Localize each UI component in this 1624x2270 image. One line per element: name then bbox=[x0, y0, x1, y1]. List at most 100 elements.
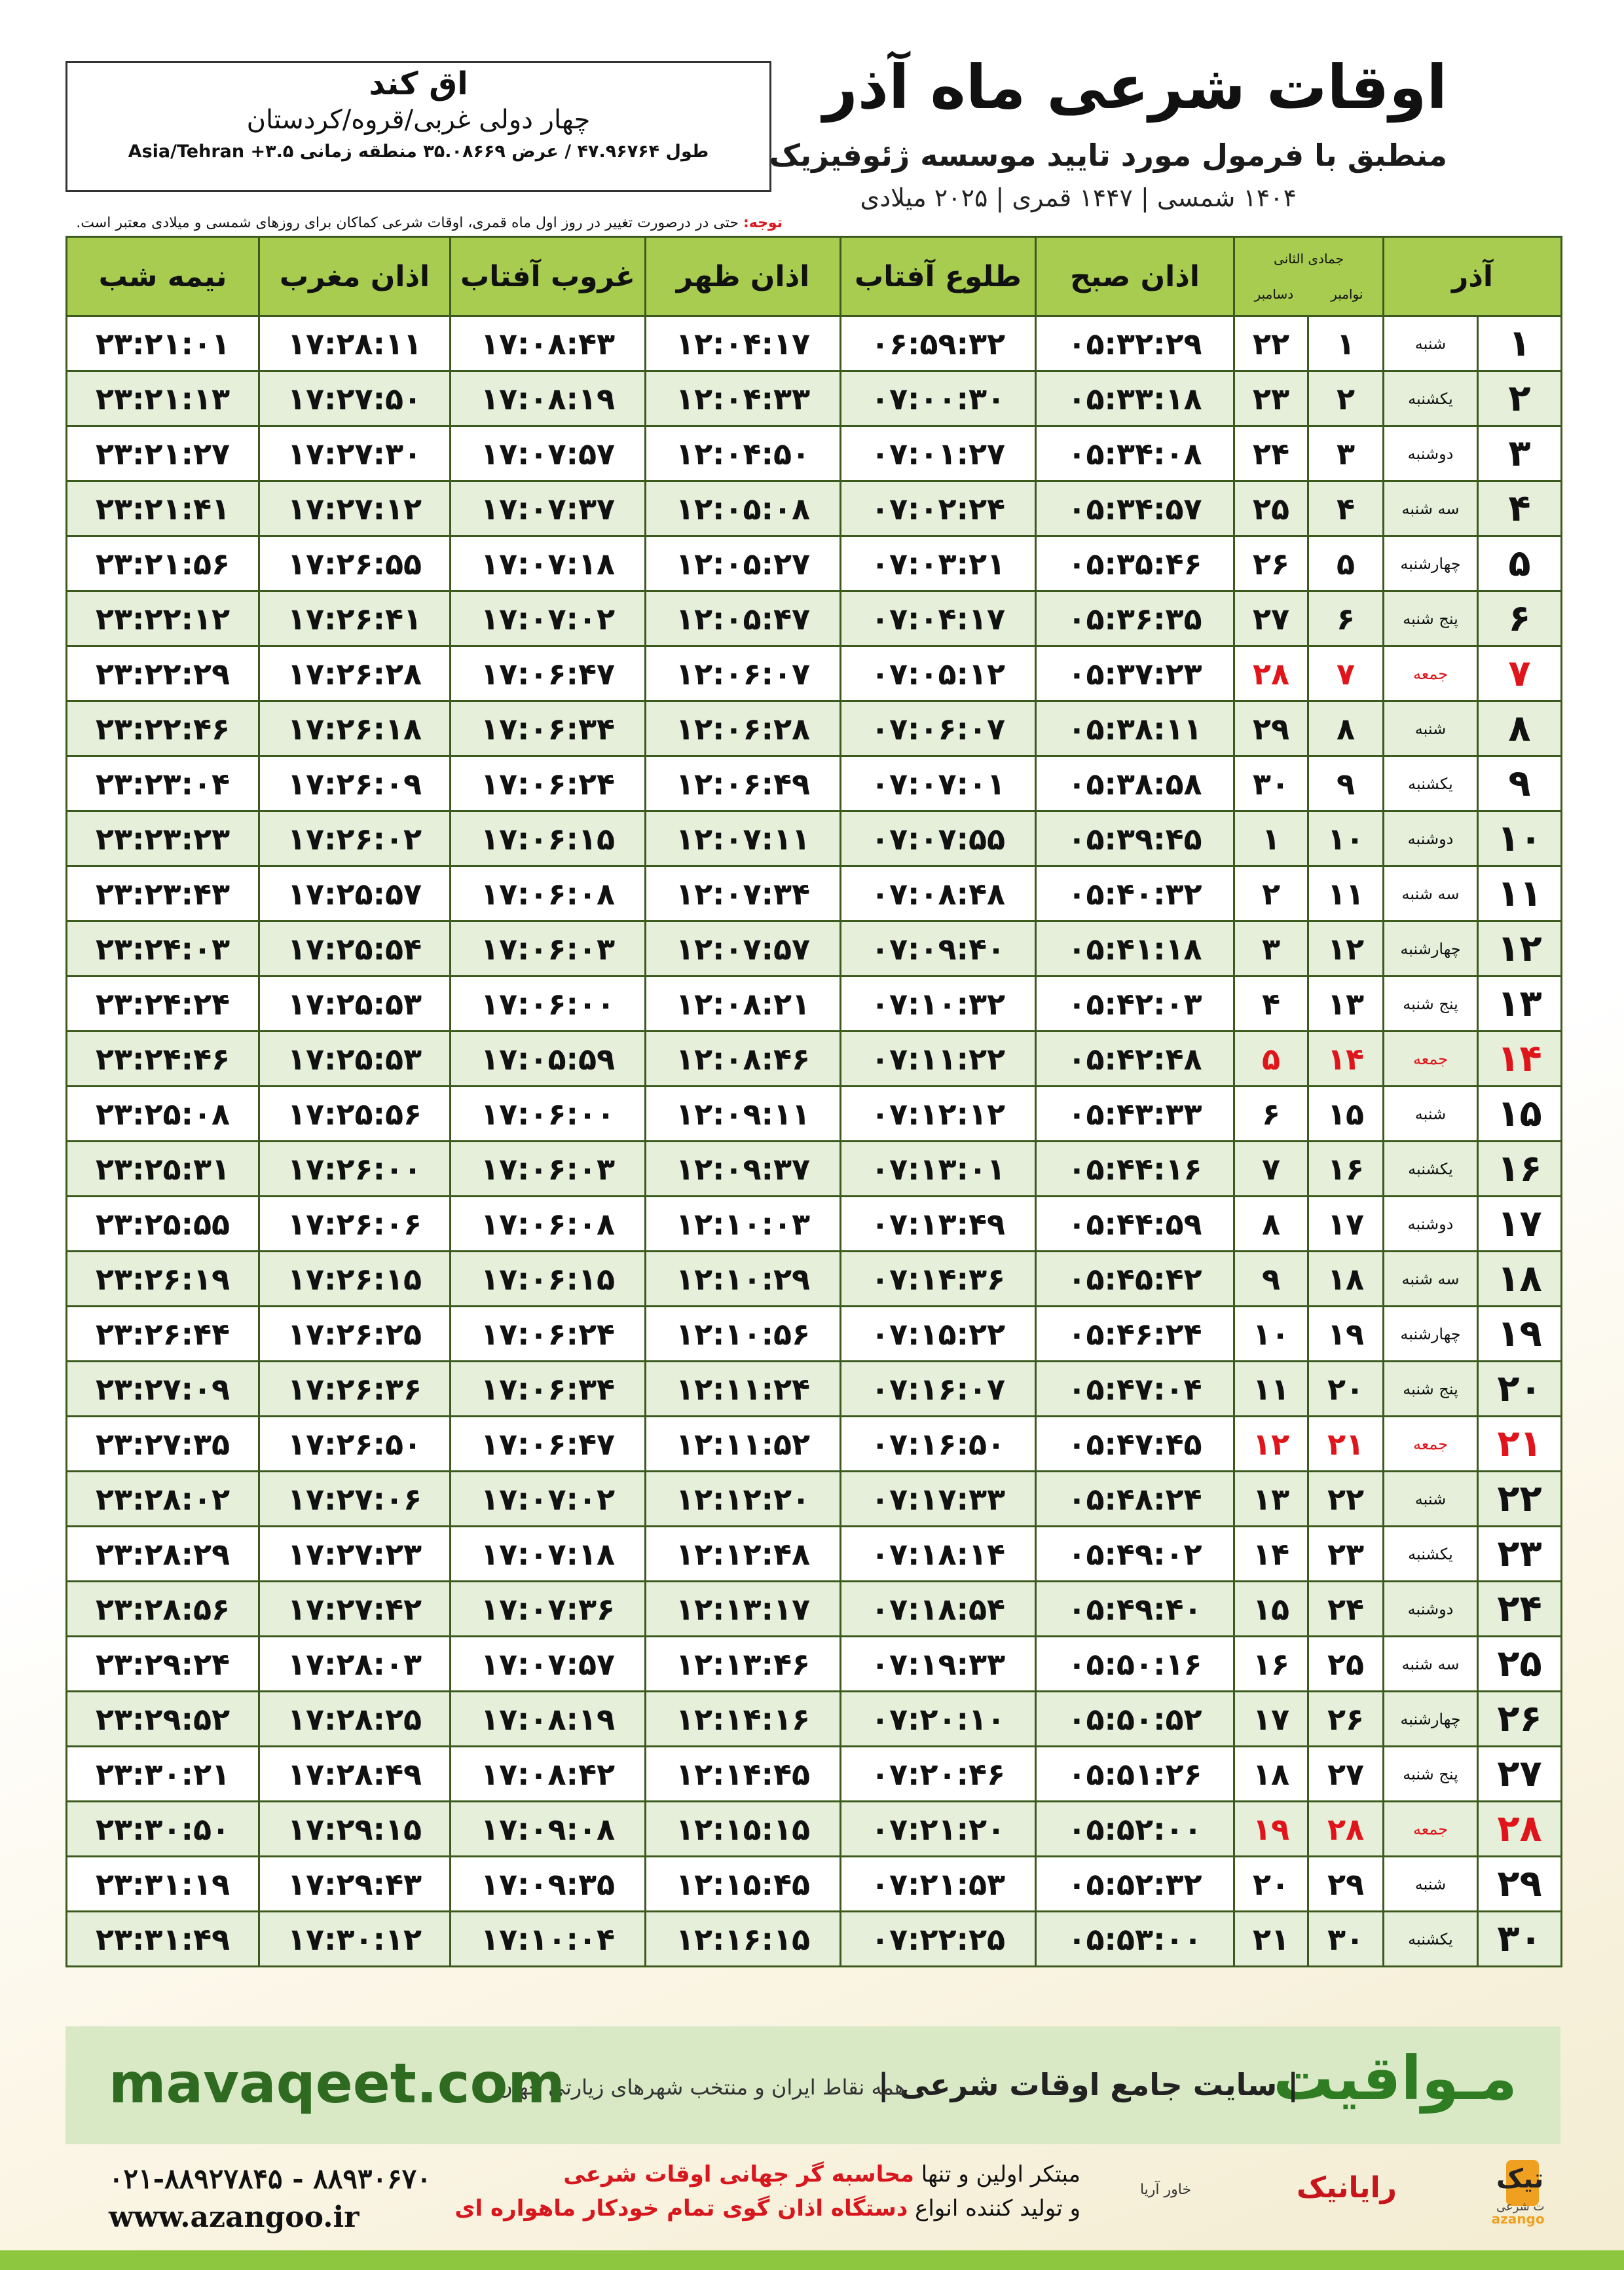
table-cell: ۱۳ bbox=[1307, 975, 1385, 1032]
table-cell: ۱۷:۲۹:۴۳ bbox=[258, 1855, 451, 1912]
table-cell: ۱۷:۱۰:۰۴ bbox=[449, 1910, 646, 1967]
table-cell: شنبه bbox=[1382, 700, 1479, 757]
banner: مـواقیت | سایت جامع اوقات شرعی | همه نقا… bbox=[65, 2026, 1560, 2144]
table-cell: ۱۵ bbox=[1307, 1085, 1385, 1142]
table-cell: ۰۵:۳۷:۲۳ bbox=[1035, 645, 1235, 702]
table-cell: ۲۵ bbox=[1232, 480, 1310, 537]
table-cell: ۷ bbox=[1477, 645, 1563, 702]
table-cell: ۲۳:۲۳:۴۳ bbox=[65, 865, 260, 922]
table-cell: ۱۱ bbox=[1477, 865, 1563, 922]
table-cell: ۳۰ bbox=[1307, 1910, 1385, 1967]
table-cell: ۱۷:۲۶:۰۰ bbox=[258, 1140, 451, 1197]
site-url[interactable]: mavaqeet.com bbox=[109, 2051, 565, 2115]
logo-latin: azangoo bbox=[1492, 2211, 1545, 2227]
note-text: حتی در درصورت تغییر در روز اول ماه قمری،… bbox=[76, 215, 739, 231]
table-cell: ۱۷:۰۶:۱۵ bbox=[449, 810, 646, 867]
table-cell: ۳ bbox=[1232, 920, 1310, 977]
table-cell: ۱۷:۰۶:۰۳ bbox=[449, 920, 646, 977]
table-cell: ۱۳ bbox=[1477, 975, 1563, 1032]
table-cell: ۱۷:۲۷:۱۲ bbox=[258, 480, 451, 537]
table-cell: ۲۳:۲۴:۰۳ bbox=[65, 920, 260, 977]
table-cell: ۰۵:۴۴:۱۶ bbox=[1035, 1140, 1235, 1197]
table-cell: ۱۷:۰۷:۰۲ bbox=[449, 590, 646, 647]
table-cell: ۰۷:۱۲:۱۲ bbox=[840, 1085, 1037, 1142]
table-cell: ۸ bbox=[1232, 1195, 1310, 1252]
table-cell: ۲۳:۲۱:۰۱ bbox=[65, 315, 260, 372]
table-cell: ۱۱ bbox=[1307, 865, 1385, 922]
table-cell: ۱۲:۱۵:۴۵ bbox=[644, 1855, 841, 1912]
table-cell: ۳ bbox=[1307, 425, 1385, 482]
table-cell: ۱ bbox=[1232, 810, 1310, 867]
table-row: ۱۷ دوشنبه ۱۷ ۸ ۰۵:۴۴:۵۹ ۰۷:۱۳:۴۹ ۱۲:۱۰:۰۳ ۱۷:۰۶… bbox=[65, 1195, 1563, 1252]
table-cell: سه شنبه bbox=[1382, 480, 1479, 537]
table-cell: دوشنبه bbox=[1382, 810, 1479, 867]
table-cell: ۲۳:۲۱:۵۶ bbox=[65, 535, 260, 592]
table-cell: ۲۹ bbox=[1307, 1855, 1385, 1912]
table-cell: ۳۰ bbox=[1232, 755, 1310, 812]
table-cell: ۲۳:۲۷:۰۹ bbox=[65, 1360, 260, 1417]
website[interactable]: www.azangoo.ir bbox=[109, 2201, 360, 2234]
table-cell: ۱۲:۱۱:۵۲ bbox=[644, 1415, 841, 1472]
table-cell: ۲۳:۲۳:۰۴ bbox=[65, 755, 260, 812]
table-cell: ۱۲:۰۷:۱۱ bbox=[644, 810, 841, 867]
table-cell: ۱۲:۰۶:۰۷ bbox=[644, 645, 841, 702]
table-row: ۲ یکشنبه ۲ ۲۳ ۰۵:۳۳:۱۸ ۰۷:۰۰:۳۰ ۱۲:۰۴:۳۳ ۱۷:۰۸:… bbox=[65, 370, 1563, 427]
table-cell: ۱۷:۲۶:۲۵ bbox=[258, 1305, 451, 1362]
table-cell: ۱۲:۱۰:۰۳ bbox=[644, 1195, 841, 1252]
table-cell: ۲۵ bbox=[1477, 1635, 1563, 1692]
table-cell: ۰۷:۱۵:۲۲ bbox=[840, 1305, 1037, 1362]
region: چهار دولی غربی/قروه/کردستان bbox=[246, 105, 591, 135]
table-cell: ۱۴ bbox=[1477, 1030, 1563, 1087]
table-row: ۲۷ پنج شنبه ۲۷ ۱۸ ۰۵:۵۱:۲۶ ۰۷:۲۰:۴۶ ۱۲:۱۴:۴۵ ۱۷… bbox=[65, 1745, 1563, 1802]
table-cell: ۰۵:۵۰:۱۶ bbox=[1035, 1635, 1235, 1692]
table-cell: پنج شنبه bbox=[1382, 1360, 1479, 1417]
table-cell: ۰۷:۲۲:۲۵ bbox=[840, 1910, 1037, 1967]
table-row: ۱۵ شنبه ۱۵ ۶ ۰۵:۴۳:۳۳ ۰۷:۱۲:۱۲ ۱۲:۰۹:۱۱ ۱۷:۰۶:۰… bbox=[65, 1085, 1563, 1142]
table-cell: ۴ bbox=[1477, 480, 1563, 537]
table-cell: ۱۳ bbox=[1232, 1470, 1310, 1527]
table-cell: ۰۷:۲۱:۵۳ bbox=[840, 1855, 1037, 1912]
table-cell: ۰۷:۲۰:۱۰ bbox=[840, 1690, 1037, 1747]
table-cell: ۱۷:۰۶:۰۰ bbox=[449, 1085, 646, 1142]
table-row: ۱۴ جمعه ۱۴ ۵ ۰۵:۴۲:۴۸ ۰۷:۱۱:۲۲ ۱۲:۰۸:۴۶ ۱۷:۰۵:۵… bbox=[65, 1030, 1563, 1087]
table-cell: ۰۵:۳۲:۲۹ bbox=[1035, 315, 1235, 372]
table-cell: ۲۰ bbox=[1307, 1360, 1385, 1417]
table-cell: ۰۷:۰۱:۲۷ bbox=[840, 425, 1037, 482]
table-cell: یکشنبه bbox=[1382, 1140, 1479, 1197]
table-cell: ۷ bbox=[1307, 645, 1385, 702]
table-cell: ۱۲:۱۴:۴۵ bbox=[644, 1745, 841, 1802]
table-row: ۸ شنبه ۸ ۲۹ ۰۵:۳۸:۱۱ ۰۷:۰۶:۰۷ ۱۲:۰۶:۲۸ ۱۷:۰۶:۳۴… bbox=[65, 700, 1563, 757]
table-cell: ۲۲ bbox=[1477, 1470, 1563, 1527]
note-label: توجه: bbox=[743, 215, 783, 231]
table-cell: ۱۲:۰۷:۳۴ bbox=[644, 865, 841, 922]
table-cell: ۱۲ bbox=[1232, 1415, 1310, 1472]
table-cell: یکشنبه bbox=[1382, 1525, 1479, 1582]
table-cell: شنبه bbox=[1382, 1855, 1479, 1912]
footer-line: و تولید کننده انواع دستگاه اذان گوی تمام… bbox=[454, 2195, 1080, 2222]
footer-text: مبتکر اولین و تنها bbox=[921, 2161, 1080, 2187]
table-cell: ۲۵ bbox=[1307, 1635, 1385, 1692]
table-cell: ۲۴ bbox=[1232, 425, 1310, 482]
table-row: ۵ چهارشنبه ۵ ۲۶ ۰۵:۳۵:۴۶ ۰۷:۰۳:۲۱ ۱۲:۰۵:۲۷ ۱۷:۰… bbox=[65, 535, 1563, 592]
title: اوقات شرعی ماه آذر bbox=[822, 52, 1447, 122]
table-cell: ۰۷:۰۲:۲۴ bbox=[840, 480, 1037, 537]
table-cell: ۱۲:۰۴:۵۰ bbox=[644, 425, 841, 482]
table-cell: ۱۷:۳۰:۱۲ bbox=[258, 1910, 451, 1967]
table-row: ۲۲ شنبه ۲۲ ۱۳ ۰۵:۴۸:۲۴ ۰۷:۱۷:۳۳ ۱۲:۱۲:۲۰ ۱۷:۰۷:… bbox=[65, 1470, 1563, 1527]
header-greg: نوامبر دسامبر bbox=[1236, 286, 1382, 302]
table-cell: ۰۵:۴۶:۲۴ bbox=[1035, 1305, 1235, 1362]
table-cell: ۱۷:۲۷:۵۰ bbox=[258, 370, 451, 427]
table-cell: ۲۳:۲۹:۵۲ bbox=[65, 1690, 260, 1747]
table-cell: ۹ bbox=[1232, 1250, 1310, 1307]
table-cell: ۱۷ bbox=[1477, 1195, 1563, 1252]
brand-subtitle: | سایت جامع اوقات شرعی | bbox=[877, 2067, 1299, 2102]
table-cell: ۰۷:۰۷:۵۵ bbox=[840, 810, 1037, 867]
header-greg-month: دسامبر bbox=[1254, 286, 1294, 302]
table-cell: ۰۵:۴۰:۳۲ bbox=[1035, 865, 1235, 922]
table-cell: ۱۲:۰۵:۲۷ bbox=[644, 535, 841, 592]
header-time: غروب آفتاب bbox=[449, 236, 646, 317]
table-row: ۳ دوشنبه ۳ ۲۴ ۰۵:۳۴:۰۸ ۰۷:۰۱:۲۷ ۱۲:۰۴:۵۰ ۱۷:۰۷:… bbox=[65, 425, 1563, 482]
header-time: اذان صبح bbox=[1035, 236, 1235, 317]
table-cell: ۲ bbox=[1232, 865, 1310, 922]
